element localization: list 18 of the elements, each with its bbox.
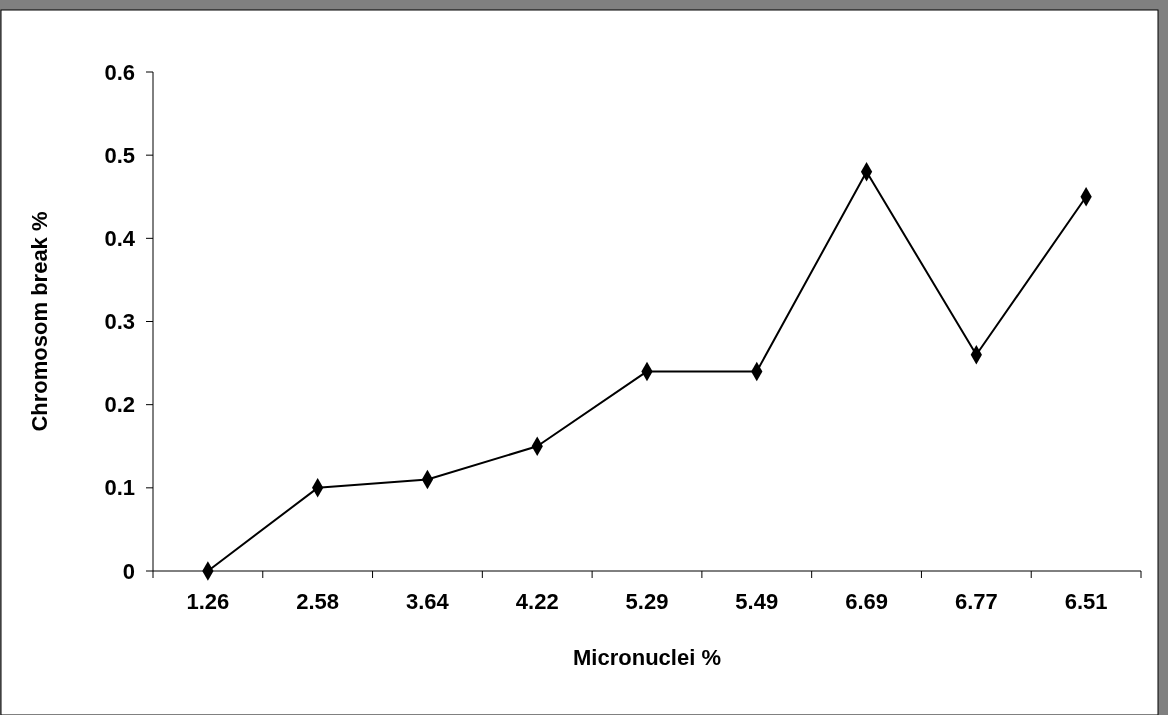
y-tick-label: 0.3 <box>104 309 135 334</box>
y-tick-label: 0.2 <box>104 392 135 418</box>
y-tick-label: 0.5 <box>104 142 135 168</box>
x-tick-label: 4.22 <box>515 589 559 614</box>
x-axis-title: Micronuclei % <box>573 645 721 670</box>
x-tick-label: 6.69 <box>845 589 888 614</box>
x-tick-label: 3.64 <box>406 589 450 614</box>
y-axis-title: Chromosom break % <box>27 211 52 432</box>
y-tick-label: 0.4 <box>104 225 136 251</box>
y-tick-label: 0 <box>122 558 135 584</box>
y-tick-label: 0.1 <box>104 475 135 501</box>
x-tick-label: 5.29 <box>625 589 669 614</box>
x-tick-label: 5.49 <box>735 589 779 614</box>
y-tick-label: 0.6 <box>104 59 135 85</box>
x-tick-label: 2.58 <box>296 589 340 614</box>
x-tick-label: 6.51 <box>1064 589 1108 614</box>
x-tick-label: 6.77 <box>954 589 998 614</box>
x-tick-label: 1.26 <box>186 589 230 614</box>
